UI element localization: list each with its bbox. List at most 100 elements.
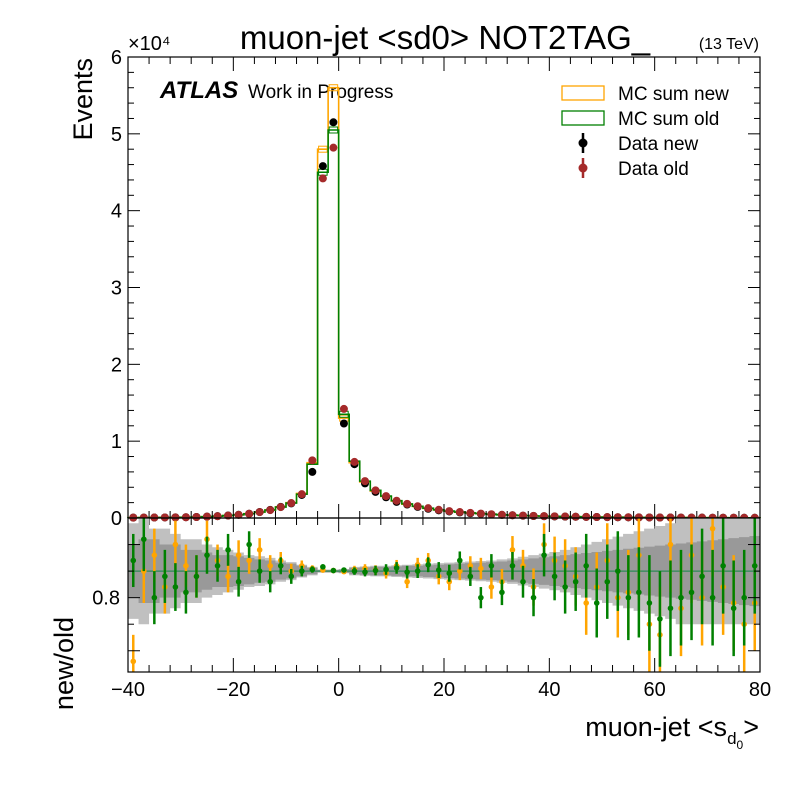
data-old-point	[255, 508, 264, 517]
data-old-point	[550, 512, 559, 521]
data-old-point	[529, 511, 538, 520]
ratio-old-point	[467, 573, 474, 580]
ratio-y-tick-label: 0.8	[92, 588, 120, 610]
ratio-old-point	[309, 566, 316, 573]
ratio-old-point	[351, 568, 358, 574]
ratio-old-point	[446, 570, 453, 577]
ratio-old-point	[562, 584, 568, 590]
data-old-point	[371, 486, 380, 495]
ratio-old-point	[277, 562, 284, 569]
y-tick-label: 2	[111, 354, 122, 376]
data-old-point	[213, 512, 222, 521]
ratio-old-point	[383, 566, 389, 573]
ratio-new-point	[267, 562, 274, 569]
ratio-old-point	[267, 578, 274, 585]
data-old-point	[592, 513, 601, 522]
uncertainty-box	[318, 145, 328, 153]
energy-label: (13 TeV)	[699, 36, 759, 53]
ratio-old-point	[362, 569, 368, 575]
data-old-point	[476, 509, 485, 518]
legend-label: MC sum old	[618, 109, 719, 130]
ratio-old-point	[678, 594, 684, 601]
legend: MC sum new MC sum old Data new Data old	[561, 84, 729, 180]
y-multiplier: ×10⁴	[128, 33, 171, 55]
ratio-new-point	[130, 658, 137, 665]
ratio-old-point	[193, 573, 200, 580]
ratio-new-point	[709, 525, 716, 532]
ratio-old-point	[488, 562, 495, 569]
data-old-point	[318, 174, 327, 183]
hist-mc-old	[127, 129, 761, 519]
ratio-old-point	[583, 562, 589, 569]
ratio-new-point	[235, 552, 242, 558]
ratio-old-point	[141, 536, 147, 543]
ratio-old-point	[572, 578, 579, 585]
x-tick-label: 0	[333, 679, 344, 701]
x-tick-label: −40	[111, 679, 145, 701]
ratio-old-point	[162, 573, 168, 580]
x-tick-label: 40	[538, 679, 560, 701]
data-old-point	[287, 499, 296, 508]
data-new-point	[329, 118, 338, 127]
ratio-old-point	[288, 573, 295, 580]
data-old-point	[455, 508, 464, 517]
data-old-point	[192, 513, 201, 522]
data-new-point	[308, 467, 317, 476]
ratio-old-point	[688, 589, 695, 596]
data-old-point	[392, 496, 401, 505]
y-tick-label: 1	[111, 431, 122, 453]
ratio-old-point	[730, 605, 737, 612]
ratio-old-point	[625, 594, 632, 601]
ratio-old-point	[341, 567, 347, 573]
ratio-old-point	[393, 565, 400, 571]
ratio-old-point	[225, 547, 231, 553]
ratio-old-point	[604, 578, 611, 585]
ratio-old-point	[551, 573, 558, 580]
ratio-old-point	[330, 567, 337, 574]
x-tick-label: 60	[644, 679, 666, 701]
uncertainty-box	[328, 84, 339, 92]
ratio-old-point	[246, 541, 252, 548]
ratio-new-point	[667, 541, 674, 548]
data-old-point	[424, 504, 433, 513]
ratio-old-point	[720, 562, 726, 569]
ratio-old-point	[615, 568, 621, 574]
ratio-old-point	[541, 552, 547, 558]
data-old-point	[266, 506, 275, 515]
legend-swatch	[561, 110, 605, 126]
ratio-old-point	[435, 567, 442, 573]
ratio-new-point	[183, 562, 189, 569]
atlas-label: ATLAS	[159, 77, 238, 104]
lower-panel: 0.8 −40 −20 0 20 40 60 80	[92, 517, 771, 701]
ratio-old-point	[457, 557, 463, 564]
x-tick-label: 80	[749, 679, 771, 701]
y-tick-label: 5	[111, 124, 122, 146]
data-old-point	[276, 503, 285, 512]
lower-frame	[127, 517, 761, 673]
ratio-new-point	[457, 568, 463, 574]
chart-title: muon-jet <sd0> NOT2TAG_	[240, 19, 651, 56]
data-old-point	[445, 507, 454, 516]
data-old-point	[350, 457, 359, 466]
ratio-old-point	[172, 584, 179, 590]
data-old-point	[582, 512, 591, 521]
data-old-point	[308, 456, 317, 465]
ratio-new-point	[583, 600, 589, 606]
ratio-old-point	[751, 562, 758, 569]
ratio-y-axis-title: new/old	[49, 617, 79, 710]
ratio-old-point	[478, 594, 484, 601]
data-old-point	[624, 513, 633, 522]
ratio-old-point	[372, 567, 379, 574]
data-old-point	[613, 513, 622, 522]
ratio-old-point	[214, 562, 221, 569]
ratio-new-point	[172, 541, 179, 548]
data-old-point	[297, 490, 306, 499]
data-old-point	[540, 512, 549, 521]
data-old-point	[508, 511, 517, 520]
ratio-old-point	[509, 562, 516, 569]
ratio-old-point	[741, 594, 747, 601]
data-old-point	[361, 477, 369, 486]
atlas-status: Work in Progress	[248, 82, 393, 103]
ratio-old-point	[256, 568, 263, 574]
